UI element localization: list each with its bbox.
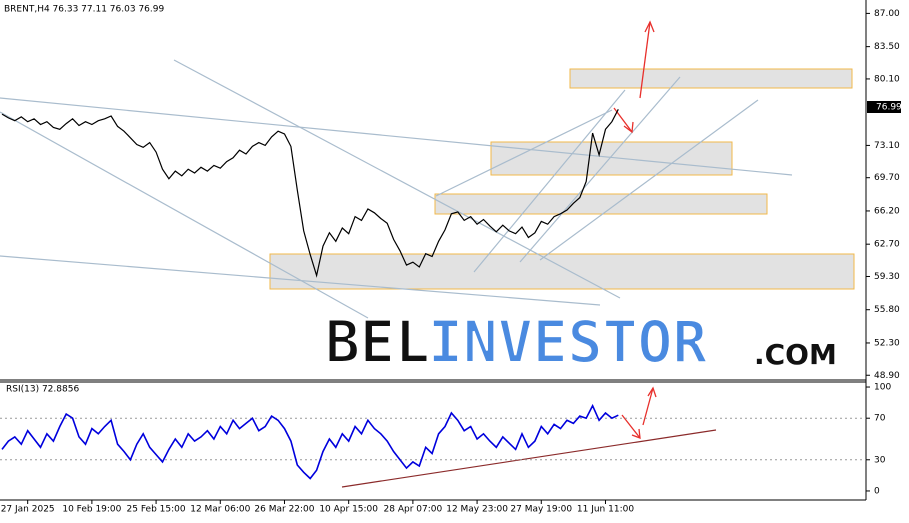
trendlines [0,59,793,488]
x-tick-label: 10 Apr 15:00 [319,505,378,515]
rsi-line [1,403,619,480]
trendline [0,111,369,319]
watermark-text: INVESTOR [428,308,707,376]
y-tick-label: 80.10 [874,74,900,84]
zone [569,68,853,89]
price-line [1,109,619,278]
zone [434,193,768,215]
y-tick-label: 52.30 [874,338,900,348]
x-tick-label: 12 Mar 06:00 [190,505,250,515]
y-tick-label: 100 [874,383,891,393]
x-tick-label: 10 Feb 19:00 [62,505,121,515]
last-price-box [867,101,901,113]
trendline [0,255,601,306]
x-tick-label: 25 Feb 15:00 [127,505,186,515]
arrow [623,121,634,134]
x-tick-label: 12 May 23:00 [446,505,508,515]
x-tick-label: 28 Apr 07:00 [384,505,443,515]
rsi-trendline [341,429,717,488]
x-tick-label: 27 Jan 2025 [1,505,55,515]
watermark-text: BEL [325,308,430,376]
rsi-title: RSI(13) 72.8856 [6,385,79,395]
arrow [639,21,651,99]
trendline [519,76,681,263]
zone [490,141,733,176]
arrow [644,20,655,33]
symbol-info: BRENT,H4 76.33 77.11 76.03 76.99 [4,5,164,15]
arrow [642,387,654,426]
trendline [173,59,621,299]
y-tick-label: 70 [874,414,886,424]
y-tick-label: 0 [874,486,880,496]
axes-frame [0,0,867,501]
arrow [647,386,657,398]
watermark-text: .COM [754,338,837,371]
arrow [631,428,641,439]
x-tick-label: 26 Mar 22:00 [254,505,314,515]
zone [269,253,855,290]
y-tick-label: 55.80 [874,305,900,315]
y-tick-label: 73.10 [874,141,900,151]
arrow [621,414,641,439]
y-tick-label: 30 [874,455,886,465]
y-tick-label: 69.70 [874,173,900,183]
y-tick-label: 87.00 [874,9,900,19]
last-price-label: 76.99 [876,103,902,113]
trendline [0,97,793,176]
watermark: BEL INVESTOR .COM [324,307,837,377]
y-tick-label: 62.70 [874,240,900,250]
trendline [473,89,626,273]
y-tick-label: 59.30 [874,272,900,282]
y-tick-label: 66.20 [874,206,900,216]
x-tick-label: 11 Jun 11:00 [577,505,634,515]
y-tick-label: 48.90 [874,371,900,381]
zones [269,68,855,290]
trendline [435,109,613,197]
trendline [539,99,759,261]
y-tick-label: 83.50 [874,42,900,52]
x-tick-label: 27 May 19:00 [510,505,572,515]
